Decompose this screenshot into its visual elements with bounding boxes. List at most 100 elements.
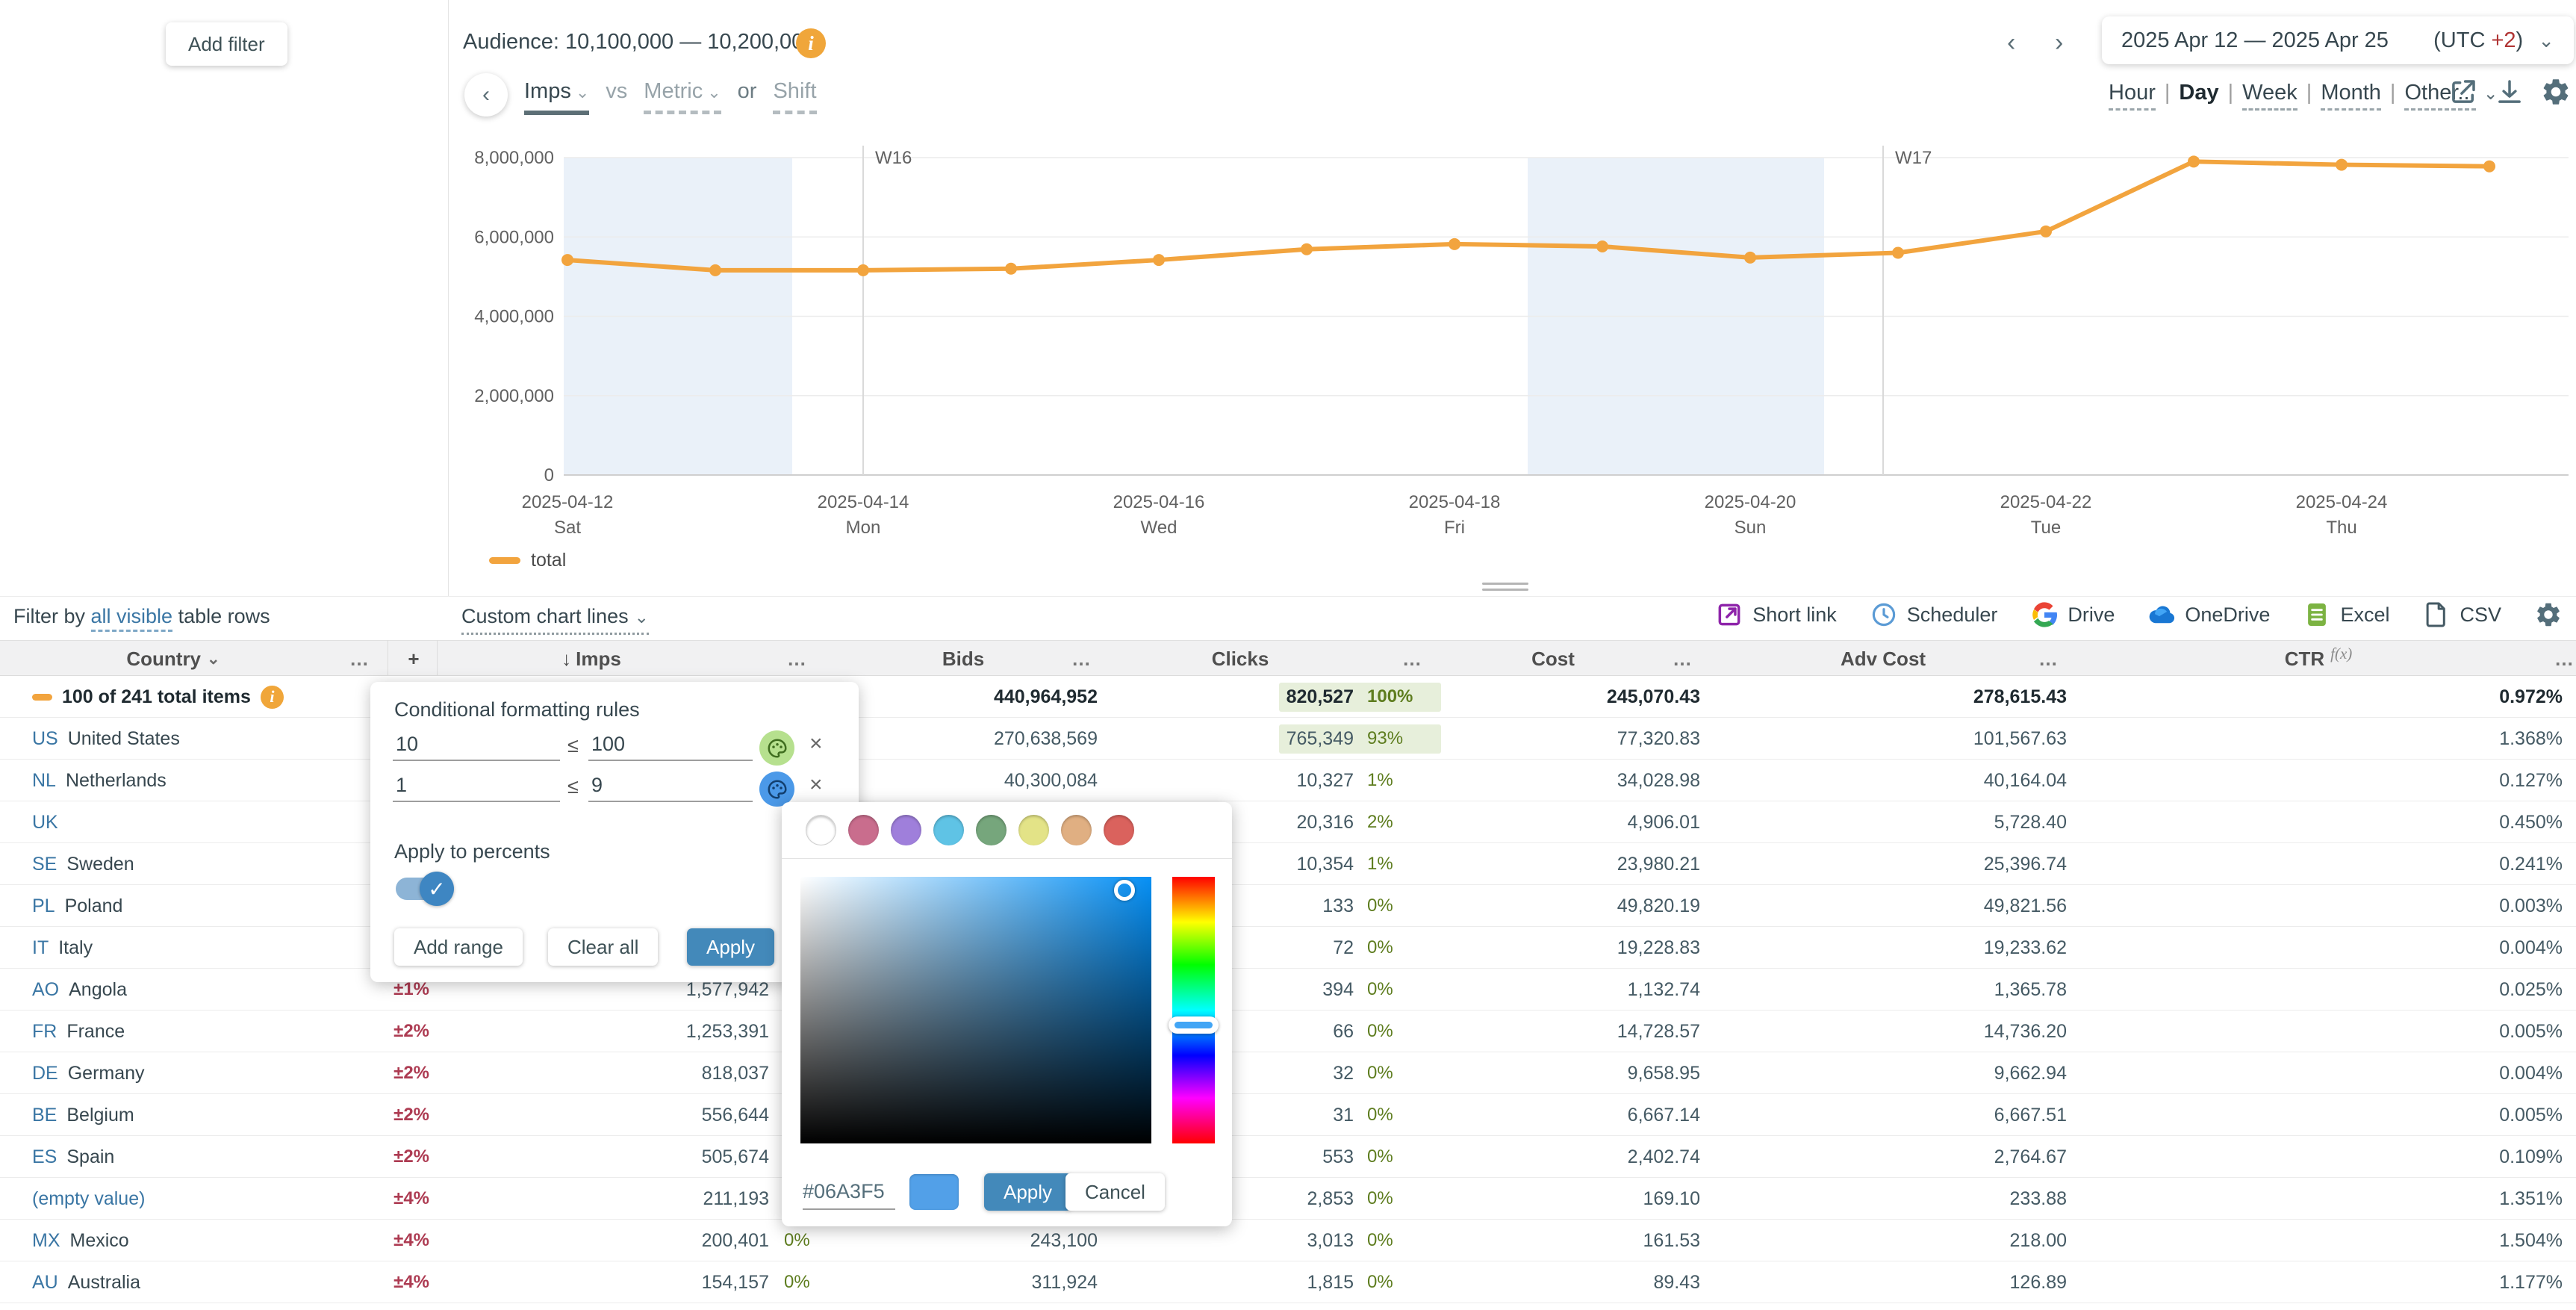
rule1-max-input[interactable] (588, 728, 753, 761)
hue-slider[interactable] (1172, 877, 1215, 1143)
preset-swatch-4[interactable] (933, 815, 964, 845)
table-row[interactable]: DE Germany ±2% 818,0371% 32 0% 9,658.95 9,662.9… (0, 1052, 2576, 1094)
open-in-new-icon[interactable] (2448, 76, 2479, 108)
clicks-value: 20,316 (1296, 811, 1354, 833)
clicks-value: 553 (1322, 1146, 1354, 1167)
granularity-day[interactable]: Day (2179, 81, 2219, 105)
header-clicks-menu[interactable]: … (1402, 647, 1423, 670)
apply-to-percents-toggle[interactable]: ✓ (396, 872, 454, 906)
hue-slider-handle[interactable] (1169, 1016, 1219, 1034)
drive-button[interactable]: Drive (2030, 600, 2115, 629)
collapse-panel-button[interactable]: ‹ (464, 73, 508, 117)
bids-value: 243,100 (1030, 1229, 1098, 1251)
header-adv-cost-menu[interactable]: … (2038, 647, 2059, 670)
header-cost-menu[interactable]: … (1673, 647, 1693, 670)
clicks-value: 32 (1333, 1062, 1354, 1084)
tab-metric[interactable]: Metric ⌄ (644, 79, 721, 114)
imps-cell: 154,157 0% (437, 1261, 840, 1303)
table-row[interactable]: ES Spain ±2% 505,6741% 553 0% 2,402.74 2,764.67… (0, 1136, 2576, 1178)
adv-cost-value: 126.89 (2009, 1271, 2067, 1293)
rule2-remove-button[interactable]: × (809, 772, 823, 797)
header-bids-menu[interactable]: … (1071, 647, 1092, 670)
error-margin: ±4% (393, 1272, 429, 1292)
error-margin: ±1% (393, 979, 429, 999)
color-cursor[interactable] (1114, 880, 1135, 901)
hex-color-input[interactable] (803, 1174, 895, 1210)
excel-button[interactable]: Excel (2303, 600, 2389, 629)
date-range-picker[interactable]: 2025 Apr 12 — 2025 Apr 25 (UTC +2) ⌄ (2102, 16, 2574, 64)
header-country[interactable]: Country ⌄ (126, 647, 220, 670)
rule1-color-button[interactable] (759, 730, 794, 766)
preset-swatch-1[interactable] (806, 815, 836, 845)
clear-all-button[interactable]: Clear all (548, 928, 659, 966)
header-ctr-menu[interactable]: … (2554, 647, 2575, 670)
header-adv-cost[interactable]: Adv Cost (1840, 647, 1926, 670)
or-label: or (737, 79, 757, 103)
imps-cell: 556,6441% (437, 1094, 840, 1136)
picker-apply-button[interactable]: Apply (984, 1173, 1072, 1211)
csv-button[interactable]: CSV (2422, 600, 2501, 629)
header-ctr[interactable]: CTR f(x) (2284, 644, 2353, 670)
header-bids[interactable]: Bids (942, 647, 985, 670)
prev-period-button[interactable]: ‹ (2007, 28, 2016, 57)
preset-swatch-7[interactable] (1061, 815, 1092, 845)
header-clicks[interactable]: Clicks (1211, 647, 1269, 670)
cost-value: 4,906.01 (1627, 811, 1700, 833)
rule2-max-input[interactable] (588, 769, 753, 802)
preset-swatch-5[interactable] (976, 815, 1007, 845)
onedrive-button[interactable]: OneDrive (2147, 600, 2270, 629)
preset-swatch-3[interactable] (891, 815, 921, 845)
chevron-down-icon: ⌄ (207, 650, 220, 668)
table-row[interactable]: MX Mexico ±4% 200,401 0% 243,100 3,013 0% 161.53… (0, 1220, 2576, 1261)
header-imps[interactable]: ↓ Imps (561, 647, 621, 670)
short-link-button[interactable]: Short link (1715, 600, 1837, 629)
apply-button[interactable]: Apply (687, 928, 775, 966)
picker-cancel-button[interactable]: Cancel (1065, 1173, 1165, 1211)
chart-resize-handle[interactable] (1482, 583, 1528, 592)
clicks-value: 72 (1333, 937, 1354, 958)
tab-shift[interactable]: Shift (773, 79, 817, 114)
rule1-remove-button[interactable]: × (809, 731, 823, 756)
next-period-button[interactable]: › (2055, 28, 2064, 57)
tab-imps[interactable]: Imps ⌄ (524, 79, 590, 115)
ctr-value: 0.005% (2499, 1020, 2563, 1042)
header-country-menu[interactable]: … (349, 647, 370, 670)
gear-icon[interactable] (2540, 76, 2572, 108)
country-cell: NL Netherlands (32, 760, 167, 801)
add-filter-button[interactable]: Add filter (166, 22, 287, 66)
country-cell: FR France (32, 1011, 125, 1052)
impressions-chart[interactable]: 0 2,000,000 4,000,000 6,000,000 8,000,000 W16… (0, 0, 2576, 568)
table-row[interactable]: (empty value) ±4% 211,1930% 2,853 0% 169.10 23… (0, 1178, 2576, 1220)
granularity-hour[interactable]: Hour (2109, 81, 2156, 111)
total-info-icon[interactable]: i (260, 685, 284, 709)
audience-info-icon[interactable]: i (796, 28, 826, 58)
header-cost[interactable]: Cost (1531, 647, 1575, 670)
preset-swatch-8[interactable] (1104, 815, 1134, 845)
scheduler-button[interactable]: Scheduler (1870, 600, 1997, 629)
rule2-color-button[interactable] (759, 772, 794, 807)
rule1-min-input[interactable] (393, 728, 560, 761)
onedrive-icon (2147, 600, 2176, 629)
rule2-min-input[interactable] (393, 769, 560, 802)
download-icon[interactable] (2494, 76, 2525, 108)
ctr-value: 0.004% (2499, 937, 2563, 958)
table-row[interactable]: FR France ±2% 1,253,3911% 66 0% 14,728.57 14,73… (0, 1011, 2576, 1052)
current-color-swatch (909, 1174, 959, 1210)
country-name: Poland (64, 895, 123, 916)
custom-chart-lines-dropdown[interactable]: Custom chart lines ⌄ (461, 605, 649, 635)
all-visible-link[interactable]: all visible (90, 605, 173, 632)
add-range-button[interactable]: Add range (394, 928, 523, 966)
table-row[interactable]: BE Belgium ±2% 556,6441% 31 0% 6,667.14 6,667.5… (0, 1094, 2576, 1136)
granularity-week[interactable]: Week (2242, 81, 2297, 111)
table-settings-gear-icon[interactable] (2534, 600, 2563, 629)
clicks-percent: 0% (1367, 1272, 1393, 1292)
header-imps-menu[interactable]: … (787, 647, 808, 670)
total-items-label: 100 of 241 total items (62, 686, 251, 707)
granularity-month[interactable]: Month (2321, 81, 2381, 111)
saturation-value-area[interactable] (800, 877, 1151, 1143)
table-row[interactable]: AU Australia ±4% 154,157 0% 311,924 1,815 0% 89.… (0, 1261, 2576, 1303)
header-add-column[interactable]: + (408, 647, 420, 670)
preset-swatch-2[interactable] (848, 815, 879, 845)
export-label: Excel (2340, 603, 2390, 626)
preset-swatch-6[interactable] (1018, 815, 1049, 845)
